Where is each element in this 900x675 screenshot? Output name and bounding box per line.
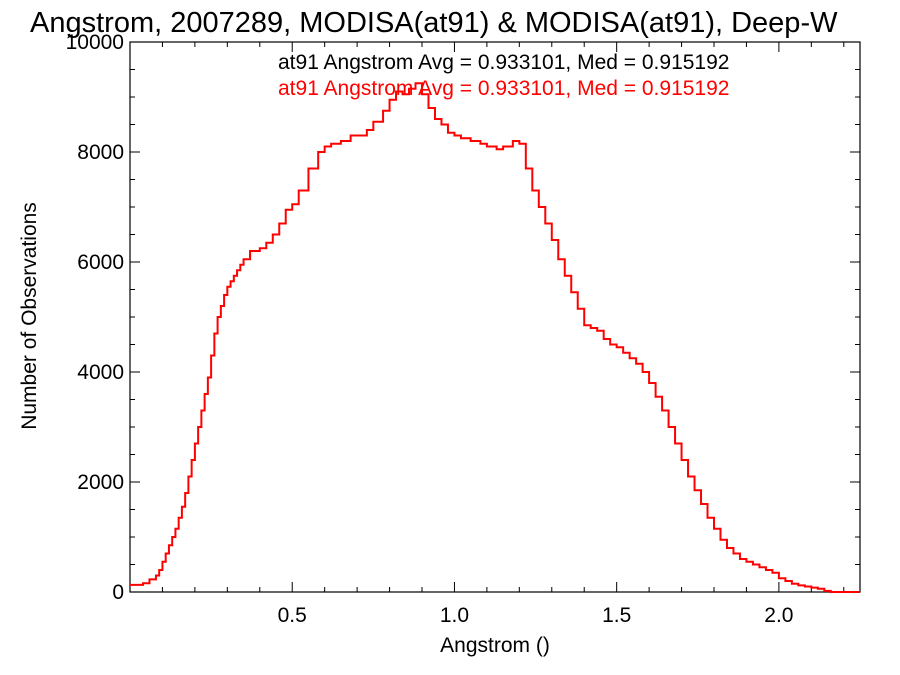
annotation-black: at91 Angstrom Avg = 0.933101, Med = 0.91… [278, 51, 729, 74]
x-tick-label: 1.0 [440, 604, 469, 627]
y-axis-label: Number of Observations [18, 202, 41, 430]
x-axis-label: Angstrom () [440, 634, 550, 657]
chart-title: Angstrom, 2007289, MODISA(at91) & MODISA… [30, 7, 838, 39]
x-tick-label: 1.5 [602, 604, 631, 627]
y-tick-label: 8000 [77, 141, 124, 164]
y-tick-label: 0 [112, 581, 124, 604]
y-tick-label: 4000 [77, 361, 124, 384]
x-tick-label: 0.5 [278, 604, 307, 627]
y-axis: 0 2000 4000 6000 8000 10000 [66, 31, 860, 604]
y-tick-label: 10000 [66, 31, 124, 54]
histogram-step-line [130, 82, 860, 593]
x-tick-label: 2.0 [764, 604, 793, 627]
annotation-red: at91 Angstrom Avg = 0.933101, Med = 0.91… [278, 77, 729, 100]
y-tick-label: 2000 [77, 471, 124, 494]
y-tick-label: 6000 [77, 251, 124, 274]
x-axis: 0.5 1.0 1.5 2.0 [161, 42, 845, 627]
